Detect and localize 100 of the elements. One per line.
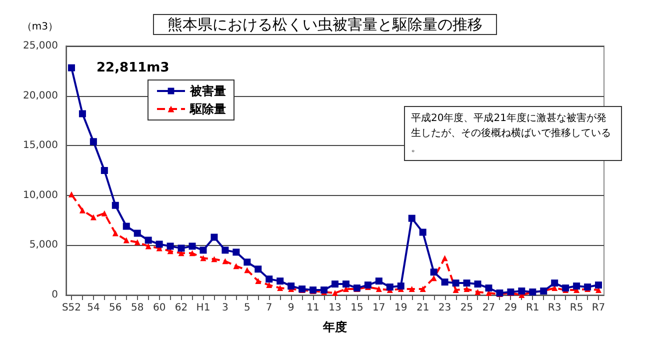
- chart-title: 熊本県における松くい虫被害量と駆除量の推移: [168, 16, 482, 34]
- point: [134, 230, 141, 237]
- point: [232, 248, 240, 256]
- point: [255, 278, 262, 284]
- point: [200, 246, 207, 254]
- point: [233, 263, 240, 270]
- y-tick-label: 25,000: [23, 40, 58, 52]
- x-tick-label: S52: [62, 302, 82, 314]
- point: [122, 222, 130, 230]
- point: [474, 289, 481, 296]
- point: [166, 242, 174, 250]
- x-tick-label: 7: [266, 302, 272, 314]
- point: [188, 242, 196, 250]
- annotation: 22,811m3: [96, 60, 170, 76]
- x-tick-label: 56: [109, 302, 122, 314]
- point: [419, 228, 426, 236]
- point: [463, 280, 470, 287]
- x-tick-label: 29: [504, 302, 518, 314]
- point: [112, 230, 118, 236]
- point: [276, 278, 284, 285]
- x-tick-label: 21: [416, 302, 430, 314]
- x-tick-label: 9: [288, 302, 294, 314]
- x-tick-label: 19: [394, 302, 408, 314]
- x-tick-label: 13: [328, 302, 342, 314]
- point: [211, 256, 218, 262]
- point: [442, 255, 448, 262]
- legend-label: 駆除量: [189, 102, 226, 116]
- point: [254, 266, 262, 273]
- x-tick-label: 25: [460, 302, 474, 314]
- point: [551, 280, 558, 287]
- y-tick-label: 5,000: [29, 240, 58, 251]
- point: [134, 239, 140, 246]
- point: [68, 191, 74, 198]
- point: [375, 278, 382, 285]
- point: [441, 278, 448, 286]
- y-tick-label: 20,000: [23, 90, 58, 102]
- x-tick-label: R7: [592, 302, 606, 314]
- point: [266, 282, 272, 288]
- point: [332, 290, 338, 296]
- point: [288, 282, 295, 290]
- point: [277, 285, 284, 292]
- point: [332, 280, 338, 288]
- point: [78, 110, 86, 118]
- point: [595, 282, 602, 289]
- point: [452, 287, 459, 294]
- legend-label: 被害量: [189, 84, 226, 98]
- point: [430, 268, 438, 276]
- x-tick-label: 27: [482, 302, 496, 314]
- point: [464, 286, 470, 292]
- point: [584, 284, 592, 291]
- point: [90, 214, 96, 220]
- x-tick-label: 62: [174, 302, 188, 314]
- point: [452, 280, 460, 287]
- point: [156, 240, 163, 248]
- point: [562, 284, 570, 292]
- point: [420, 286, 426, 292]
- point: [397, 282, 404, 290]
- point: [145, 243, 152, 250]
- point: [408, 214, 416, 222]
- x-tick-label: 54: [87, 302, 100, 314]
- point: [222, 258, 228, 264]
- x-tick-label: H1: [196, 302, 210, 314]
- y-tick-label: 0: [52, 290, 58, 300]
- point: [210, 234, 218, 241]
- point: [90, 138, 97, 146]
- point: [123, 237, 130, 244]
- x-tick-label: 60: [152, 302, 166, 314]
- point: [100, 167, 108, 174]
- point: [474, 280, 482, 288]
- point: [408, 286, 415, 292]
- point: [112, 202, 119, 209]
- y-tick-label: 15,000: [23, 140, 58, 152]
- x-tick-label: 11: [306, 302, 320, 314]
- x-tick-label: R3: [548, 302, 562, 314]
- point: [101, 210, 108, 216]
- point: [386, 284, 394, 291]
- x-tick-label: 3: [222, 302, 228, 314]
- point: [178, 244, 185, 252]
- point: [79, 207, 86, 214]
- point: [376, 286, 382, 292]
- point: [518, 288, 526, 295]
- x-tick-label: 15: [350, 302, 364, 314]
- y-axis-title: （m3）: [22, 22, 58, 32]
- x-tick-label: 23: [438, 302, 452, 314]
- point: [244, 258, 251, 266]
- x-axis-title: 年度: [322, 320, 347, 334]
- x-tick-label: R5: [570, 302, 584, 314]
- point: [189, 250, 196, 256]
- x-tick-label: 58: [131, 302, 144, 314]
- point: [222, 246, 229, 254]
- annotation: 平成20年度、平成21年度に激甚な被害が発生したが、その後概ね横ばいで推移している。: [411, 112, 611, 154]
- point: [266, 276, 273, 283]
- x-tick-label: 5: [244, 302, 250, 314]
- point: [68, 64, 75, 72]
- point: [320, 286, 328, 294]
- y-tick-label: 10,000: [23, 190, 58, 201]
- point: [485, 284, 492, 292]
- x-tick-label: 17: [372, 302, 386, 314]
- point: [342, 280, 350, 288]
- point: [200, 255, 206, 262]
